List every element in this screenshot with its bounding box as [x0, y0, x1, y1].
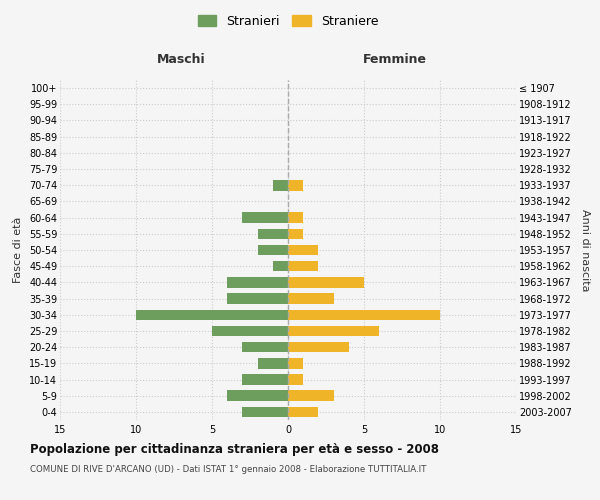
Text: COMUNE DI RIVE D'ARCANO (UD) - Dati ISTAT 1° gennaio 2008 - Elaborazione TUTTITA: COMUNE DI RIVE D'ARCANO (UD) - Dati ISTA… [30, 465, 427, 474]
Bar [242, 342, 288, 352]
Bar [288, 358, 303, 368]
Bar [257, 228, 288, 239]
Text: Popolazione per cittadinanza straniera per età e sesso - 2008: Popolazione per cittadinanza straniera p… [30, 442, 439, 456]
Bar [288, 374, 303, 385]
Bar [288, 212, 303, 223]
Bar [288, 310, 440, 320]
Bar [288, 326, 379, 336]
Bar [288, 294, 334, 304]
Bar [288, 342, 349, 352]
Bar [288, 244, 319, 256]
Bar [212, 326, 288, 336]
Y-axis label: Fasce di età: Fasce di età [13, 217, 23, 283]
Bar [288, 180, 303, 190]
Bar [242, 406, 288, 417]
Bar [136, 310, 288, 320]
Text: Maschi: Maschi [157, 54, 205, 66]
Bar [227, 277, 288, 287]
Bar [227, 294, 288, 304]
Bar [273, 180, 288, 190]
Bar [288, 277, 364, 287]
Bar [273, 261, 288, 272]
Bar [288, 390, 334, 401]
Bar [257, 244, 288, 256]
Bar [242, 212, 288, 223]
Y-axis label: Anni di nascita: Anni di nascita [580, 208, 590, 291]
Text: Femmine: Femmine [363, 54, 427, 66]
Bar [288, 228, 303, 239]
Bar [242, 374, 288, 385]
Bar [288, 406, 319, 417]
Bar [257, 358, 288, 368]
Bar [288, 261, 319, 272]
Legend: Stranieri, Straniere: Stranieri, Straniere [194, 11, 382, 32]
Bar [227, 390, 288, 401]
